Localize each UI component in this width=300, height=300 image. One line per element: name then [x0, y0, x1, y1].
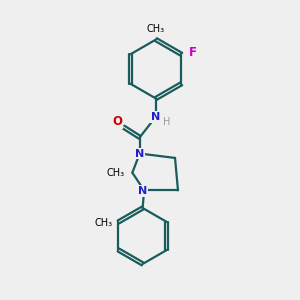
Text: CH₃: CH₃ [147, 24, 165, 34]
Text: H: H [164, 117, 171, 127]
Text: N: N [135, 148, 144, 158]
Text: F: F [189, 46, 196, 59]
Text: O: O [112, 115, 122, 128]
Text: N: N [138, 186, 147, 196]
Text: CH₃: CH₃ [106, 168, 124, 178]
Text: CH₃: CH₃ [94, 218, 112, 229]
Text: N: N [151, 112, 160, 122]
